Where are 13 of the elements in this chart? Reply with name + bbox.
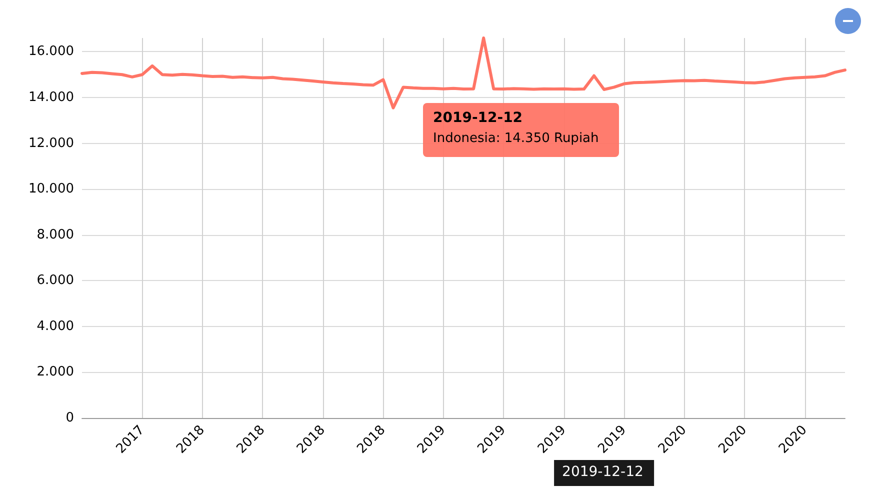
y-tick-label: 16.000 <box>28 44 74 60</box>
y-tick-label: 10.000 <box>28 182 74 197</box>
annotation: Indonesia: 14.350 Rupiah <box>433 131 599 146</box>
line-series <box>80 36 846 110</box>
y-tick-label: 0 <box>66 410 74 426</box>
y-tick-label: 8.000 <box>36 227 74 242</box>
y-tick-label: 12.000 <box>28 136 74 151</box>
y-tick-label: 2.000 <box>36 364 74 380</box>
y-tick-label: 6.000 <box>36 273 74 288</box>
y-tick-label: 4.000 <box>36 318 74 334</box>
y-tick-label: 14.000 <box>28 90 74 106</box>
text: 2019-12-12 <box>562 464 644 480</box>
annotation: 2019-12-12 <box>433 110 523 126</box>
